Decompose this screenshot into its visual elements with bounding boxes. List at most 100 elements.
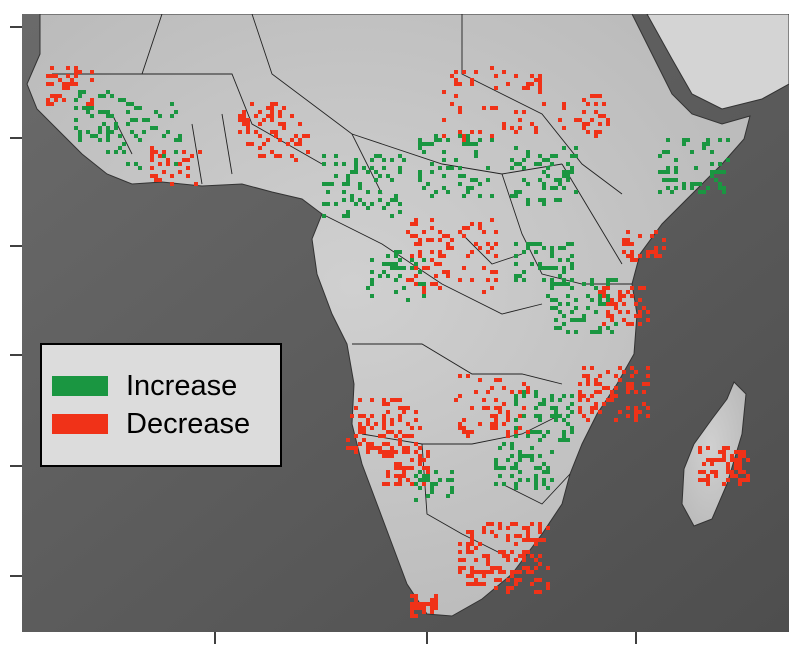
- decrease-pixel: [706, 482, 710, 486]
- decrease-pixel: [610, 314, 614, 318]
- decrease-pixel: [498, 550, 502, 554]
- decrease-pixel: [530, 74, 534, 78]
- decrease-pixel: [470, 406, 474, 410]
- increase-pixel: [534, 390, 538, 394]
- increase-pixel: [550, 154, 554, 158]
- decrease-pixel: [278, 110, 282, 114]
- decrease-pixel: [238, 114, 242, 118]
- increase-pixel: [502, 466, 506, 470]
- increase-pixel: [178, 134, 182, 138]
- decrease-pixel: [418, 606, 422, 610]
- increase-pixel: [534, 406, 538, 410]
- increase-pixel: [378, 174, 382, 178]
- decrease-pixel: [470, 250, 474, 254]
- decrease-pixel: [462, 138, 466, 142]
- decrease-pixel: [486, 570, 490, 574]
- decrease-pixel: [458, 542, 462, 546]
- decrease-pixel: [538, 90, 542, 94]
- increase-swatch: [52, 376, 108, 396]
- increase-pixel: [502, 482, 506, 486]
- increase-pixel: [674, 170, 678, 174]
- increase-pixel: [458, 174, 462, 178]
- increase-pixel: [526, 198, 530, 202]
- increase-pixel: [422, 478, 426, 482]
- decrease-pixel: [166, 162, 170, 166]
- decrease-pixel: [486, 242, 490, 246]
- decrease-pixel: [50, 102, 54, 106]
- decrease-pixel: [390, 422, 394, 426]
- increase-pixel: [422, 186, 426, 190]
- increase-pixel: [538, 162, 542, 166]
- increase-pixel: [530, 430, 534, 434]
- decrease-pixel: [482, 230, 486, 234]
- decrease-pixel: [498, 406, 502, 410]
- increase-pixel: [470, 178, 474, 182]
- decrease-pixel: [398, 462, 402, 466]
- decrease-pixel: [382, 450, 386, 454]
- decrease-pixel: [414, 614, 418, 618]
- increase-pixel: [418, 138, 422, 142]
- decrease-pixel: [462, 234, 466, 238]
- increase-pixel: [522, 394, 526, 398]
- increase-pixel: [538, 178, 542, 182]
- increase-pixel: [126, 102, 130, 106]
- decrease-pixel: [702, 470, 706, 474]
- increase-pixel: [562, 146, 566, 150]
- decrease-pixel: [394, 434, 398, 438]
- decrease-pixel: [258, 122, 262, 126]
- decrease-pixel: [434, 262, 438, 266]
- decrease-pixel: [646, 250, 650, 254]
- increase-pixel: [538, 430, 542, 434]
- decrease-pixel: [598, 290, 602, 294]
- increase-pixel: [494, 462, 498, 466]
- increase-pixel: [342, 214, 346, 218]
- decrease-pixel: [370, 414, 374, 418]
- decrease-pixel: [582, 374, 586, 378]
- decrease-pixel: [246, 130, 250, 134]
- decrease-pixel: [646, 414, 650, 418]
- decrease-pixel: [506, 418, 510, 422]
- decrease-pixel: [606, 118, 610, 122]
- decrease-pixel: [358, 426, 362, 430]
- decrease-pixel: [458, 558, 462, 562]
- increase-pixel: [426, 474, 430, 478]
- increase-pixel: [126, 122, 130, 126]
- decrease-pixel: [410, 602, 414, 606]
- decrease-pixel: [394, 398, 398, 402]
- decrease-pixel: [726, 446, 730, 450]
- decrease-pixel: [282, 106, 286, 110]
- decrease-pixel: [470, 530, 474, 534]
- decrease-pixel: [274, 154, 278, 158]
- decrease-pixel: [422, 466, 426, 470]
- increase-pixel: [138, 138, 142, 142]
- decrease-pixel: [650, 250, 654, 254]
- decrease-pixel: [494, 86, 498, 90]
- increase-pixel: [550, 414, 554, 418]
- increase-pixel: [558, 282, 562, 286]
- increase-pixel: [558, 198, 562, 202]
- decrease-pixel: [630, 242, 634, 246]
- increase-pixel: [326, 182, 330, 186]
- increase-pixel: [514, 462, 518, 466]
- decrease-pixel: [542, 102, 546, 106]
- decrease-pixel: [434, 594, 438, 598]
- decrease-pixel: [262, 142, 266, 146]
- decrease-pixel: [654, 250, 658, 254]
- increase-pixel: [162, 134, 166, 138]
- decrease-pixel: [726, 470, 730, 474]
- increase-pixel: [558, 302, 562, 306]
- decrease-pixel: [302, 134, 306, 138]
- decrease-pixel: [618, 410, 622, 414]
- decrease-pixel: [494, 106, 498, 110]
- increase-pixel: [538, 414, 542, 418]
- decrease-pixel: [722, 446, 726, 450]
- increase-pixel: [422, 474, 426, 478]
- decrease-pixel: [630, 366, 634, 370]
- decrease-pixel: [158, 154, 162, 158]
- decrease-pixel: [458, 550, 462, 554]
- decrease-pixel: [462, 558, 466, 562]
- increase-pixel: [562, 394, 566, 398]
- decrease-pixel: [594, 402, 598, 406]
- increase-pixel: [510, 158, 514, 162]
- decrease-pixel: [410, 594, 414, 598]
